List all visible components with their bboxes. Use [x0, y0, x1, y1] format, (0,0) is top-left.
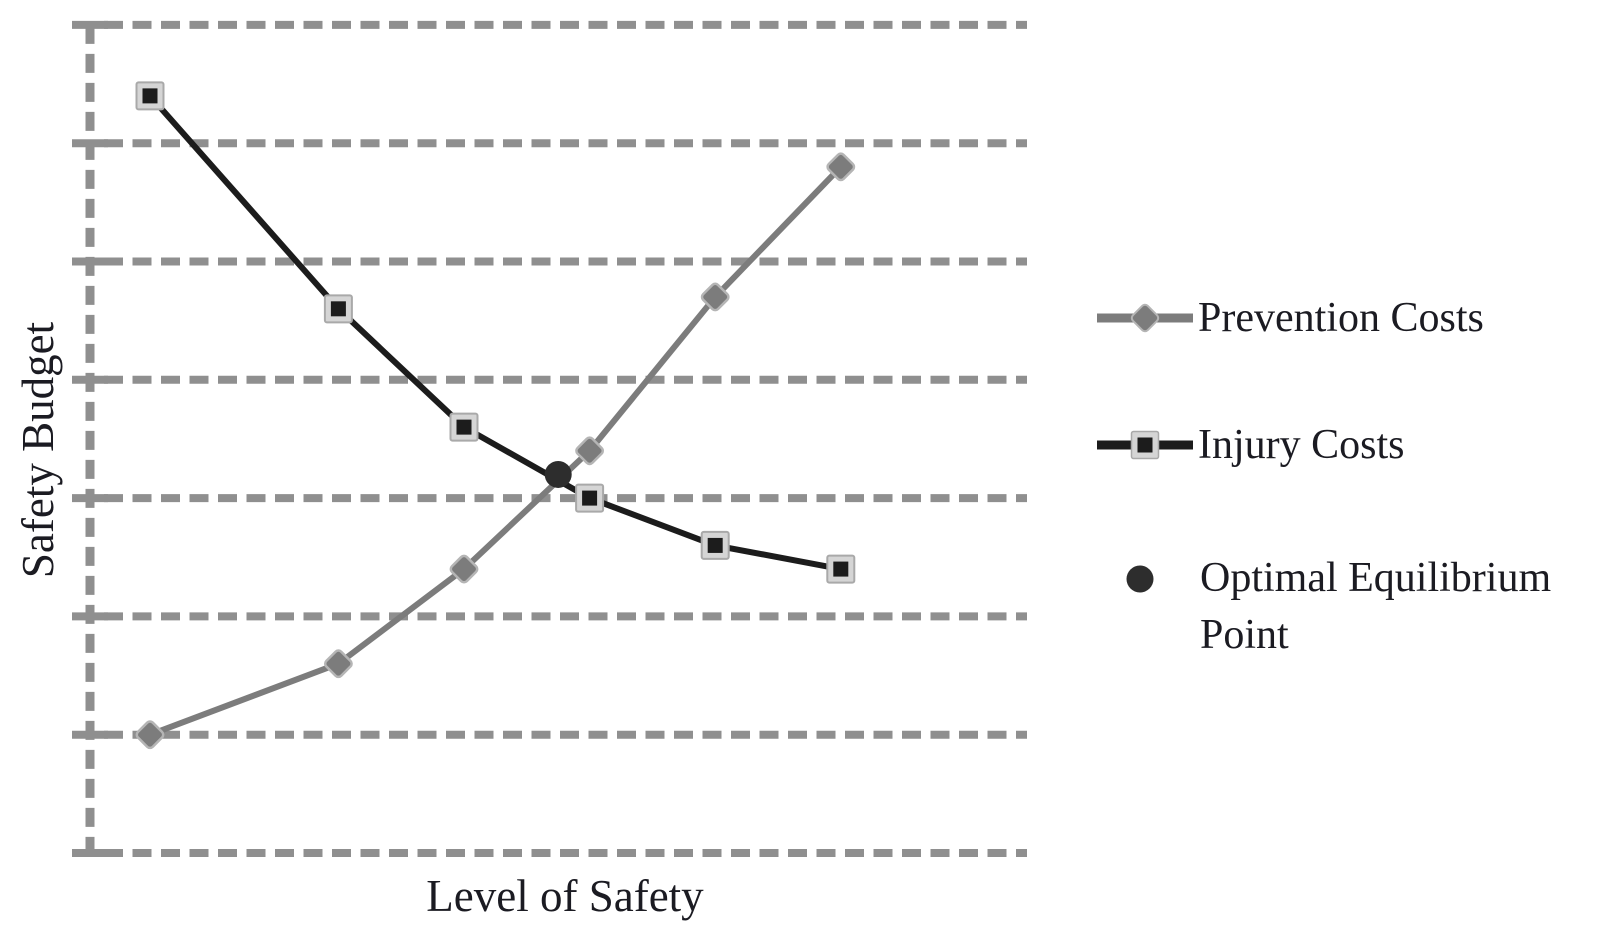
prevention-costs-point [449, 554, 479, 584]
prevention-costs-point [575, 436, 605, 466]
injury-costs-point [456, 419, 472, 435]
legend-label-prevention-costs: Prevention Costs [1198, 295, 1484, 341]
legend-label-optimal-equilibrium-point: Optimal Equilibrium Point [1200, 555, 1552, 658]
prevention-costs-point [323, 649, 353, 679]
injury-costs-line [147, 93, 842, 573]
x-axis-label: Level of Safety [426, 871, 704, 921]
prevention-costs-line-diamond-icon [1097, 303, 1193, 333]
injury-costs-point [582, 490, 598, 506]
injury-costs-point [833, 561, 849, 577]
prevention-costs-line [148, 164, 843, 738]
chart-plot-area [72, 20, 1027, 857]
prevention-costs-point [826, 152, 856, 182]
injury-costs-point [142, 88, 158, 104]
prevention-costs-point [700, 282, 730, 312]
equilibrium-circle-icon [1126, 565, 1154, 593]
injury-costs-line-square-icon [1097, 430, 1193, 460]
optimal-equilibrium-point-marker [544, 460, 572, 488]
legend-item-injury-costs: Injury Costs [1097, 424, 1405, 466]
legend-item-prevention-costs: Prevention Costs [1097, 297, 1484, 339]
injury-costs-point [330, 301, 346, 317]
y-axis-label: Safety Budget [13, 321, 63, 579]
prevention-costs-point [135, 720, 165, 750]
legend-item-optimal-equilibrium-point: Optimal Equilibrium Point [1097, 550, 1598, 664]
legend-label-injury-costs: Injury Costs [1198, 422, 1405, 468]
injury-costs-point [707, 537, 723, 553]
